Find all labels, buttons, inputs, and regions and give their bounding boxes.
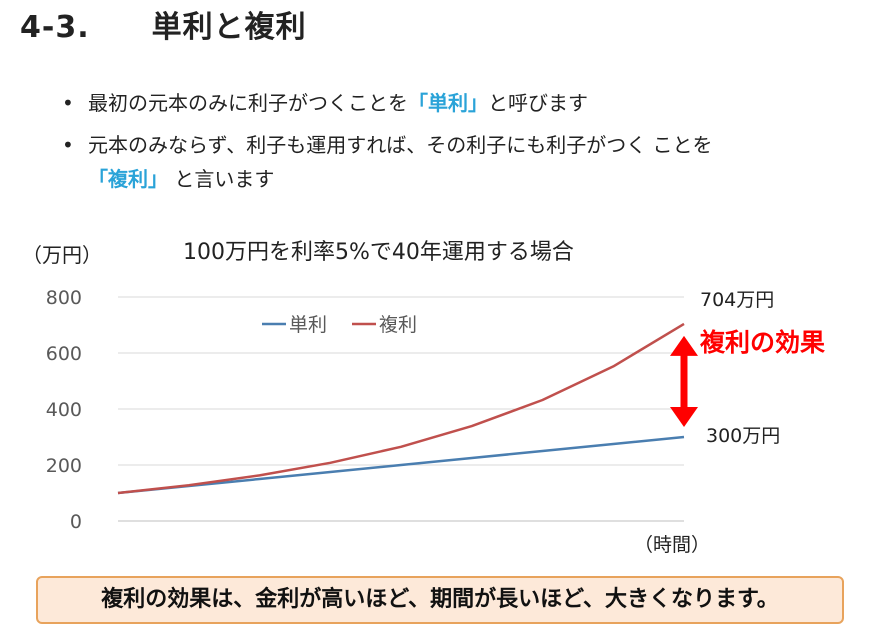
- bullet-compound-interest: • 元本のみならず、利子も運用すれば、その利子にも利子がつく ことを 「複利」 と…: [62, 128, 852, 196]
- simple-end-label: 300万円: [706, 425, 780, 447]
- bullet-text: と呼びます: [488, 91, 588, 115]
- y-axis-unit-label: （万円）: [22, 243, 102, 267]
- bullet-list: • 最初の元本のみに利子がつくことを「単利」と呼びます • 元本のみならず、利子…: [62, 86, 852, 204]
- bullet-dot: •: [62, 91, 74, 115]
- compound-end-label: 704万円: [700, 289, 774, 311]
- keyword-simple-interest: 「単利」: [408, 91, 488, 115]
- bullet-dot: •: [62, 133, 74, 157]
- y-tick-label: 200: [46, 455, 82, 477]
- keyword-compound-interest: 「複利」: [88, 167, 168, 191]
- series-line-複利: [117, 322, 685, 495]
- bullet-text: と言います: [168, 167, 275, 191]
- legend-label: 複利: [379, 314, 417, 336]
- slide-title: 4-3. 単利と複利: [20, 10, 307, 45]
- bullet-text: 元本のみならず、利子も運用すれば、その利子にも利子がつく ことを: [88, 133, 713, 157]
- bullet-text: 最初の元本のみに利子がつくことを: [88, 91, 408, 115]
- series-line-単利: [117, 435, 685, 495]
- chart-title: 100万円を利率5%で40年運用する場合: [183, 240, 574, 265]
- legend-label: 単利: [289, 314, 327, 336]
- effect-arrow-head-up: [670, 335, 698, 356]
- compound-effect-label: 複利の効果: [700, 328, 825, 357]
- bullet-simple-interest: • 最初の元本のみに利子がつくことを「単利」と呼びます: [62, 86, 852, 120]
- y-tick-label: 0: [70, 511, 82, 533]
- summary-banner: 複利の効果は、金利が高いほど、期間が長いほど、大きくなります。: [36, 576, 844, 624]
- y-tick-label: 400: [46, 399, 82, 421]
- y-tick-label: 600: [46, 343, 82, 365]
- y-tick-label: 800: [46, 287, 82, 309]
- x-axis-label: （時間）: [634, 534, 710, 556]
- effect-arrow-head-down: [670, 407, 698, 427]
